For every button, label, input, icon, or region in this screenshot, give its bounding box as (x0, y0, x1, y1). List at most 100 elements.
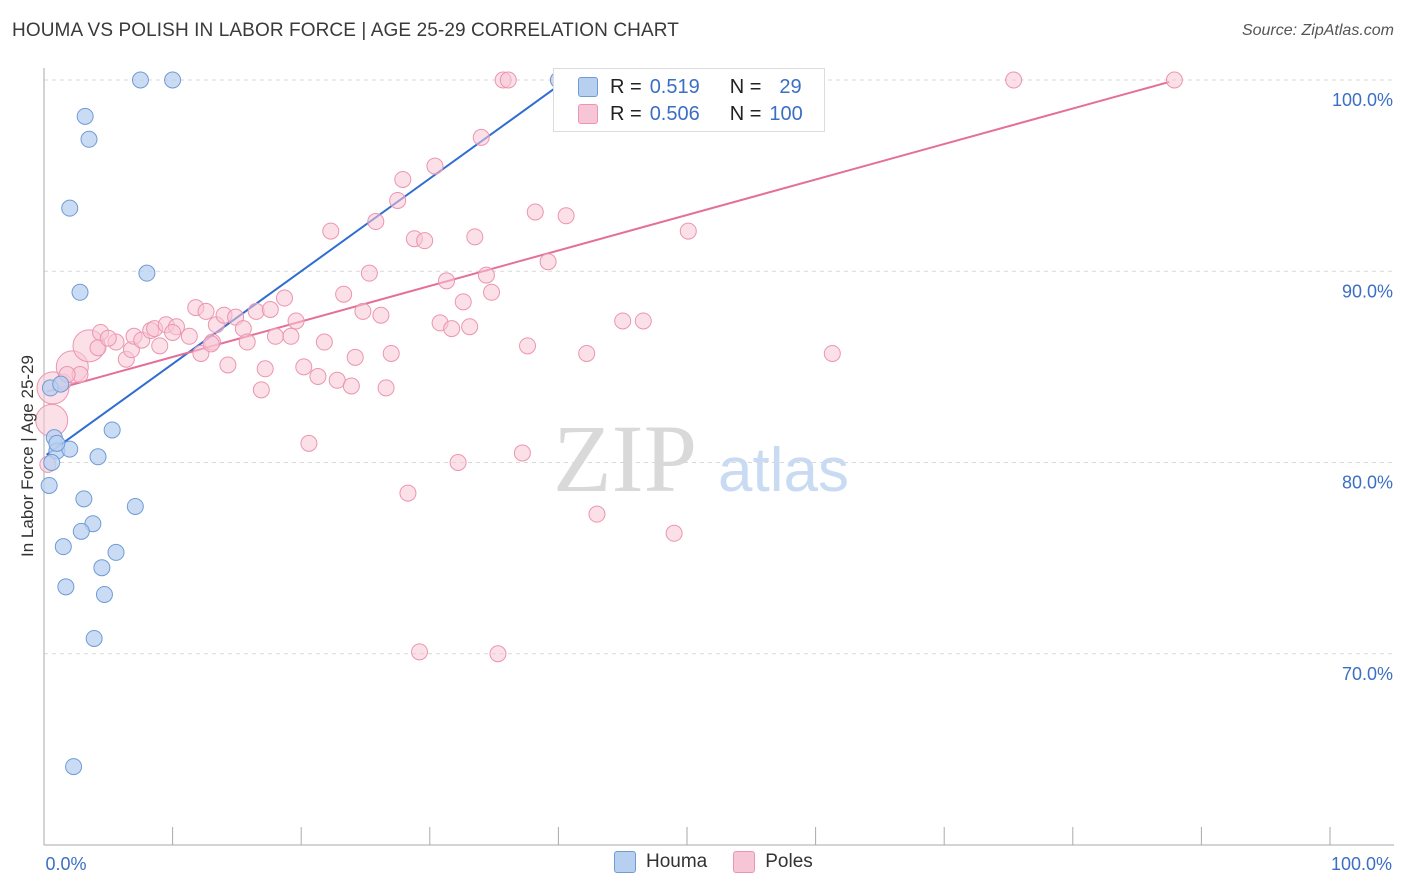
poles-point (322, 222, 340, 240)
houma-point (52, 375, 70, 393)
houma-point (65, 758, 83, 776)
correlation-legend: R = 0.519 N = 29 R = 0.506 N = 100 (553, 68, 825, 132)
poles-legend-swatch (733, 851, 756, 873)
poles-point (477, 266, 495, 284)
houma-point (95, 585, 113, 603)
poles-point (372, 306, 390, 324)
n-label: N = (729, 102, 762, 125)
houma-point (164, 71, 182, 89)
poles-point (526, 203, 544, 221)
poles-point (443, 320, 461, 338)
poles-point (346, 348, 364, 366)
poles-point (328, 371, 346, 389)
r-label: R = (610, 102, 642, 125)
poles-point (466, 228, 484, 246)
houma-point (80, 130, 98, 148)
poles-point (202, 335, 220, 353)
houma-point (76, 107, 94, 125)
houma-legend-swatch (614, 851, 636, 873)
poles-point (539, 253, 557, 271)
legend-item-houma[interactable]: Houma (614, 851, 707, 873)
gridlines (44, 79, 1394, 655)
houma-point (75, 490, 93, 508)
series-legend: Houma Poles (614, 851, 839, 873)
poles-point (295, 358, 313, 376)
poles-point (256, 360, 274, 378)
poles-point (315, 333, 333, 351)
poles-point (461, 318, 479, 336)
houma-point (89, 448, 107, 466)
poles-n-value: 100 (769, 102, 803, 125)
poles-point (275, 289, 293, 307)
poles-point (394, 170, 412, 188)
poles-point (519, 337, 537, 355)
houma-point (85, 629, 103, 647)
houma-r-value: 0.519 (649, 75, 700, 98)
poles-point (164, 323, 182, 341)
watermark-zip: ZIP (553, 405, 697, 512)
poles-point (99, 329, 117, 347)
legend-item-poles[interactable]: Poles (733, 851, 813, 873)
houma-point (61, 199, 79, 217)
poles-point (411, 643, 429, 661)
poles-point (300, 434, 318, 452)
y-tick-label: 90.0% (1342, 281, 1393, 301)
poles-point (252, 381, 270, 399)
poles-point (219, 356, 237, 374)
poles-point (483, 283, 501, 301)
poles-point (823, 344, 841, 362)
poles-point (309, 367, 327, 385)
houma-point (126, 497, 144, 515)
n-label: N = (729, 75, 762, 98)
poles-point (438, 272, 456, 290)
poles-point (578, 344, 596, 362)
poles-point (614, 312, 632, 330)
houma-point (72, 522, 90, 540)
poles-point (513, 444, 531, 462)
houma-n-value: 29 (779, 75, 802, 98)
poles-r-value: 0.506 (649, 102, 700, 125)
poles-point (389, 191, 407, 209)
y-tick-label: 80.0% (1342, 473, 1393, 493)
houma-legend-label: Houma (646, 851, 708, 872)
poles-point (354, 302, 372, 320)
poles-point (679, 222, 697, 240)
poles-point (454, 293, 472, 311)
r-label: R = (610, 75, 642, 98)
poles-point (282, 327, 300, 345)
houma-point (103, 421, 121, 439)
poles-point (266, 327, 284, 345)
poles-point (360, 264, 378, 282)
houma-point (138, 264, 156, 282)
source-credit: Source: ZipAtlas.com (1241, 22, 1394, 39)
poles-point (287, 312, 305, 330)
poles-point (261, 301, 279, 318)
poles-swatch (578, 104, 598, 124)
houma-point (93, 559, 111, 577)
x-tick-label-min: 0.0% (45, 854, 86, 874)
houma-point (71, 283, 89, 301)
poles-point (588, 505, 606, 523)
poles-point (367, 213, 385, 231)
poles-point (557, 207, 575, 225)
trend-lines (45, 80, 1170, 456)
poles-trend-line (46, 80, 1170, 393)
legend-row-houma: R = 0.519 N = 29 (578, 74, 802, 100)
watermark-atlas: atlas (718, 436, 849, 505)
poles-point (399, 484, 417, 502)
poles-point (247, 302, 265, 320)
poles-point (449, 454, 467, 471)
chart-title: HOUMA VS POLISH IN LABOR FORCE | AGE 25-… (12, 20, 679, 41)
y-axis-label: In Labor Force | Age 25-29 (18, 355, 37, 557)
poles-point (499, 71, 517, 89)
houma-point (48, 434, 66, 452)
poles-point (180, 327, 198, 345)
houma-point (43, 454, 61, 471)
tick-labels: 70.0% 80.0% 90.0% 100.0% 0.0% 100.0% (45, 90, 1393, 874)
houma-point (57, 578, 75, 596)
poles-point (416, 232, 434, 250)
poles-point (472, 128, 490, 146)
watermark: ZIP atlas (553, 405, 849, 512)
poles-point (665, 524, 683, 542)
axes (43, 68, 1394, 846)
